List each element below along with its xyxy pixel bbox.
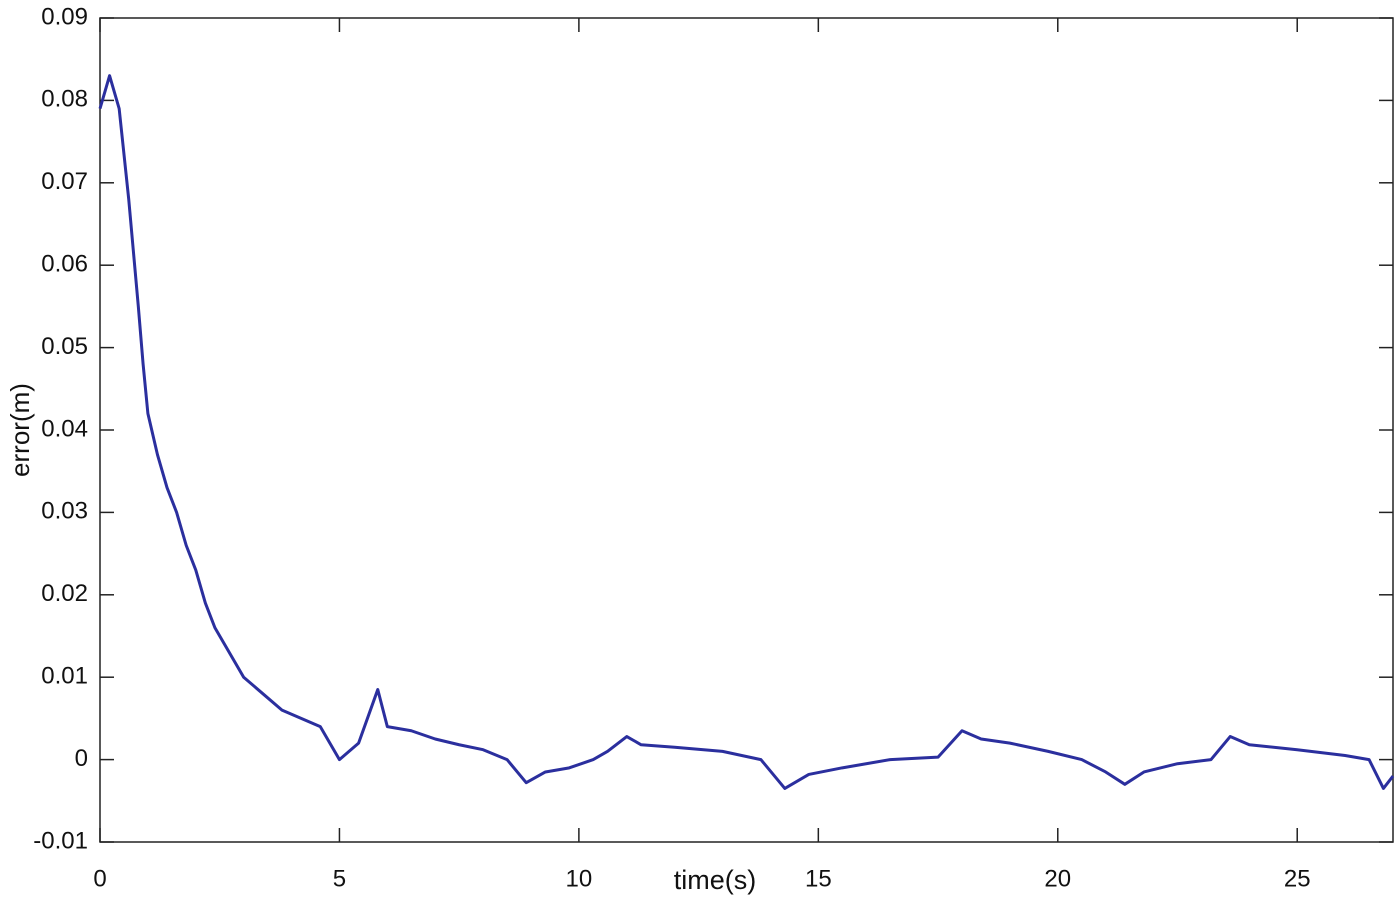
y-tick-label: 0.07 [41, 168, 88, 195]
data-line [98, 74, 1395, 790]
x-tick-label: 20 [1044, 865, 1071, 892]
x-tick-label: 0 [93, 865, 106, 892]
y-tick-label: 0 [75, 745, 88, 772]
y-tick-label: 0.08 [41, 86, 88, 113]
y-tick-label: 0.03 [41, 498, 88, 525]
y-tick-label: 0.04 [41, 415, 88, 442]
y-tick-label: 0.06 [41, 251, 88, 278]
y-tick-label: 0.05 [41, 333, 88, 360]
x-tick-label: 10 [566, 865, 593, 892]
y-tick-label: 0.01 [41, 663, 88, 690]
y-tick-label: 0.02 [41, 580, 88, 607]
y-tick-label: -0.01 [33, 827, 88, 854]
x-tick-label: 5 [333, 865, 346, 892]
x-tick-label: 15 [805, 865, 832, 892]
y-tick-label: 0.09 [41, 3, 88, 30]
plot-frame [99, 17, 1394, 843]
x-tick-label: 25 [1284, 865, 1311, 892]
x-axis-label: time(s) [674, 865, 757, 895]
y-axis-label: error(m) [5, 383, 35, 477]
